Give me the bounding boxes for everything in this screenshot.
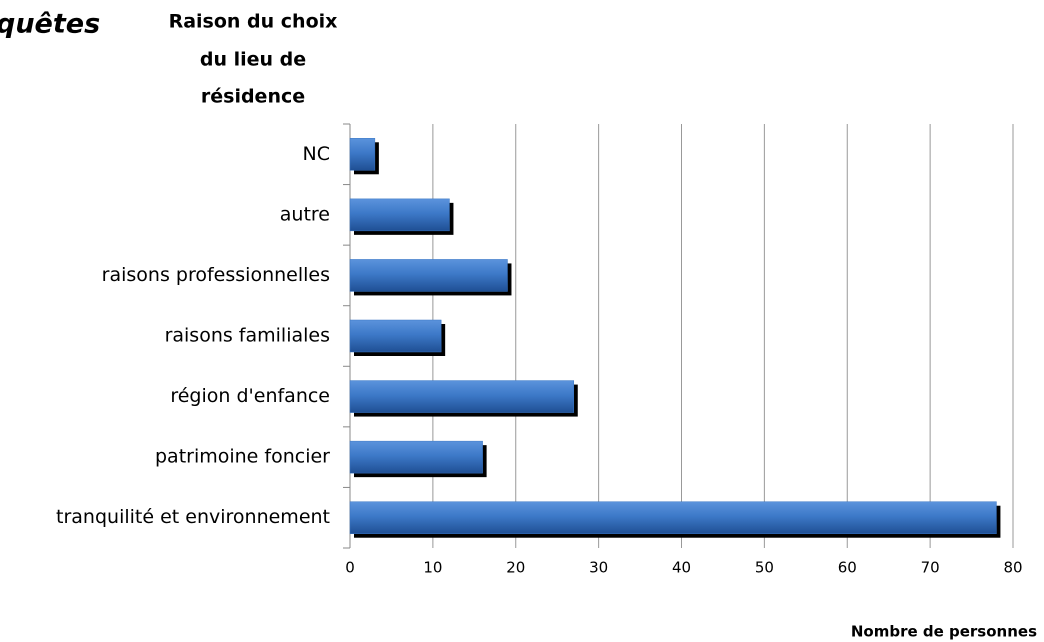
annotation: quêtes bbox=[0, 9, 100, 40]
y-tick-label: tranquilité et environnement bbox=[56, 506, 330, 528]
x-tick-label: 50 bbox=[755, 559, 774, 577]
chart-title: du lieu de bbox=[200, 49, 306, 71]
chart-title: Raison du choix bbox=[169, 11, 338, 33]
bar bbox=[349, 198, 450, 232]
x-tick-label: 10 bbox=[423, 559, 442, 577]
bar bbox=[349, 138, 376, 171]
y-tick-label: autre bbox=[280, 203, 330, 225]
bar bbox=[349, 440, 483, 474]
y-tick-label: raisons familiales bbox=[165, 325, 330, 347]
bar bbox=[349, 501, 997, 534]
x-tick-label: 0 bbox=[345, 559, 355, 577]
y-tick-label: raisons professionnelles bbox=[102, 264, 330, 286]
x-tick-label: 80 bbox=[1003, 559, 1022, 577]
x-tick-label: 40 bbox=[672, 559, 691, 577]
bar bbox=[349, 259, 508, 292]
y-tick-label: NC bbox=[303, 143, 330, 165]
y-tick-label: région d'enfance bbox=[170, 385, 330, 407]
x-tick-label: 30 bbox=[589, 559, 608, 577]
x-tick-label: 60 bbox=[838, 559, 857, 577]
chart-title: résidence bbox=[201, 86, 305, 108]
y-tick-label: patrimoine foncier bbox=[155, 446, 330, 468]
x-axis-label: Nombre de personnes bbox=[851, 623, 1037, 641]
x-tick-label: 70 bbox=[921, 559, 940, 577]
bar bbox=[349, 319, 442, 353]
bar bbox=[349, 380, 575, 413]
x-tick-label: 20 bbox=[506, 559, 525, 577]
